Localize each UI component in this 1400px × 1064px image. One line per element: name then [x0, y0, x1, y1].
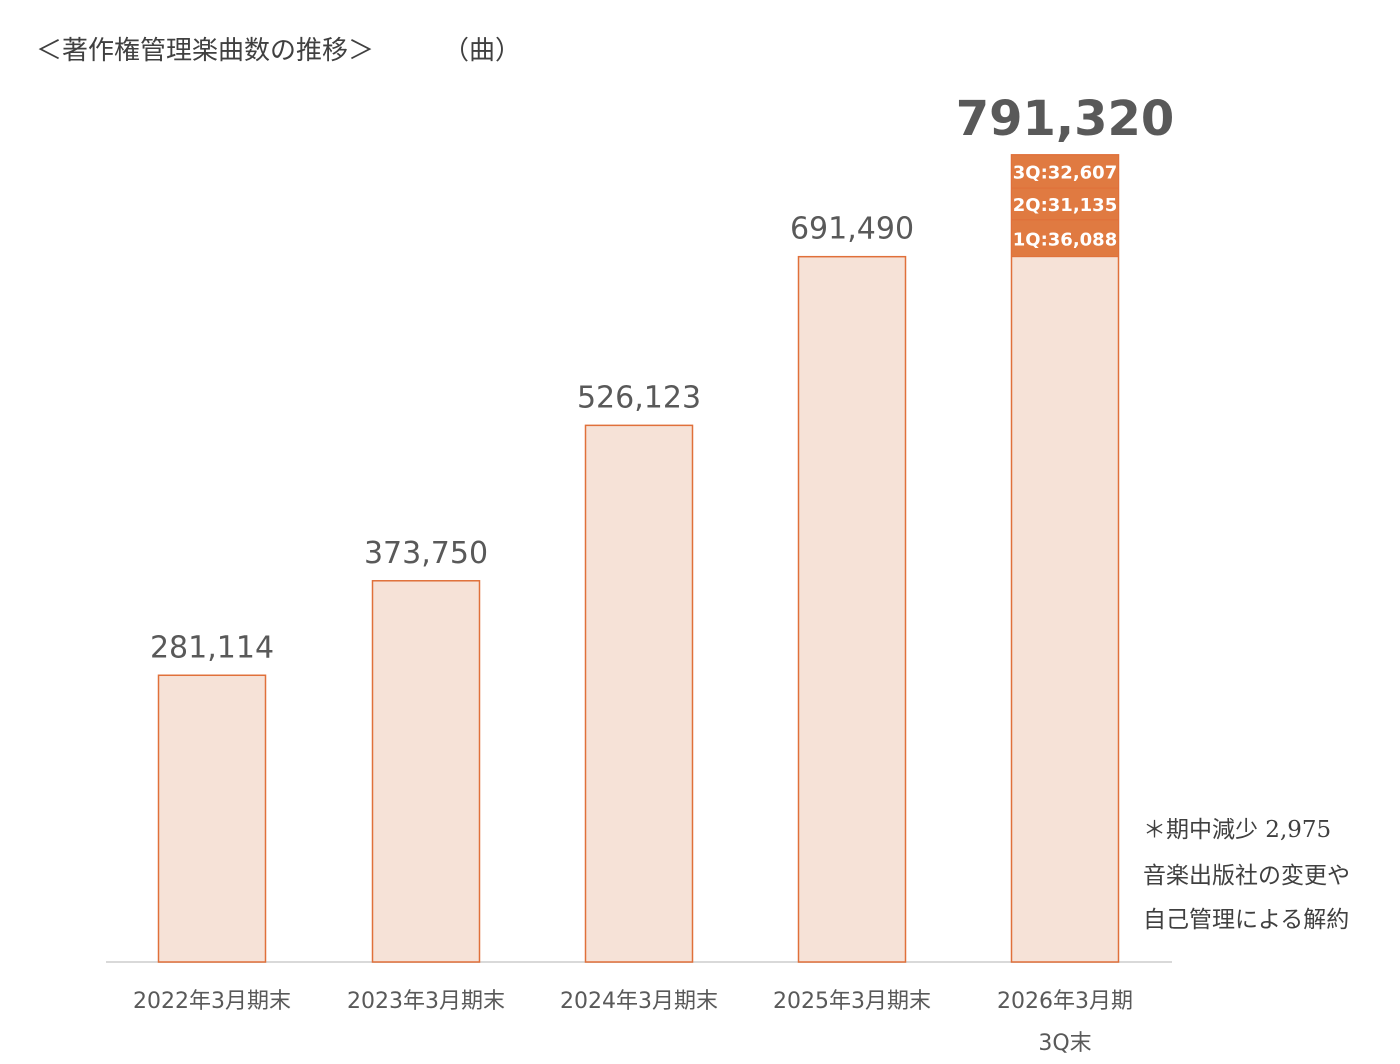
bar-1 — [157, 674, 267, 963]
bar-3 — [584, 424, 694, 963]
chart-title: ＜著作権管理楽曲数の推移＞ — [36, 36, 375, 66]
value-label-1: 281,114 — [150, 630, 274, 665]
value-label-4: 691,490 — [790, 212, 914, 247]
segment-label-1q: 1Q:36,088 — [1013, 229, 1117, 250]
category-label-4: 2025年3月期末 — [773, 989, 931, 1014]
segment-1q — [1011, 219, 1119, 258]
category-label-5-line-1: 2026年3月期 — [997, 989, 1133, 1014]
segment-3q — [1011, 154, 1119, 189]
bar-5 — [1010, 154, 1120, 963]
category-label-2: 2023年3月期末 — [347, 989, 505, 1014]
segment-label-3q: 3Q:32,607 — [1013, 162, 1117, 183]
category-label-1: 2022年3月期末 — [133, 989, 291, 1014]
note-line-2: 音楽出版社の変更や — [1143, 863, 1350, 889]
segment-label-2q: 2Q:31,135 — [1013, 195, 1117, 216]
note-line-3: 自己管理による解約 — [1143, 907, 1350, 933]
segment-2q — [1011, 187, 1119, 221]
unit-label: （曲） — [443, 36, 522, 66]
note-line-1: ＊期中減少 2,975 — [1143, 817, 1332, 843]
bar-4 — [797, 255, 907, 963]
bar-2 — [371, 580, 481, 963]
category-label-3: 2024年3月期末 — [560, 989, 718, 1014]
value-label-2: 373,750 — [364, 536, 488, 571]
value-label-3: 526,123 — [577, 380, 701, 415]
category-label-5-line-2: 3Q末 — [1038, 1031, 1091, 1056]
value-label-5: 791,320 — [956, 91, 1175, 147]
